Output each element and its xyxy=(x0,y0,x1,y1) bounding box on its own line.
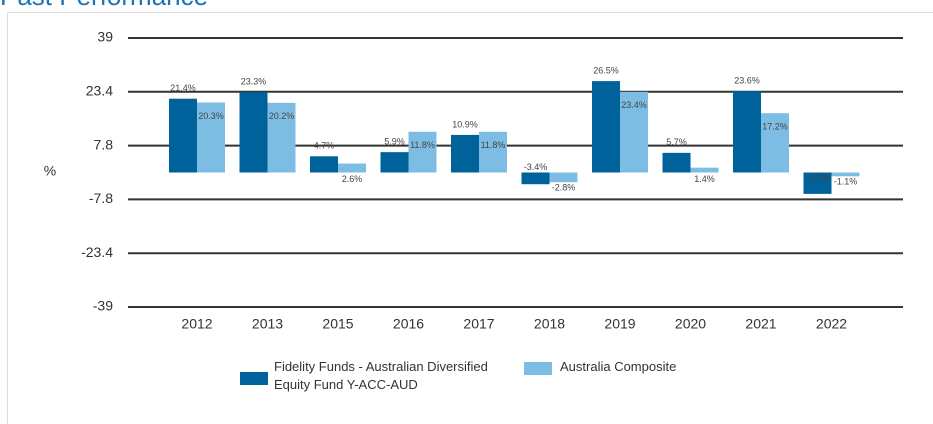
x-tick-label: 2021 xyxy=(745,316,776,332)
data-label: -2.8% xyxy=(552,183,576,193)
card-frame xyxy=(7,12,933,424)
legend-swatch xyxy=(524,362,552,375)
bar xyxy=(479,131,507,173)
bar xyxy=(267,102,296,173)
x-tick-label: 2020 xyxy=(675,316,706,332)
x-tick-label: 2013 xyxy=(252,316,283,332)
bar xyxy=(620,91,648,173)
bar xyxy=(761,113,789,173)
data-label: 10.9% xyxy=(452,119,478,129)
data-label: 23.6% xyxy=(734,75,760,85)
data-label: 4.7% xyxy=(314,141,335,151)
data-label: 1.4% xyxy=(694,174,715,184)
legend-item: Australia Composite xyxy=(560,359,677,374)
data-label: 2.6% xyxy=(342,174,363,184)
x-tick-label: 2016 xyxy=(393,316,424,332)
x-tick-label: 2012 xyxy=(181,316,212,332)
data-label: 21.4% xyxy=(170,83,196,93)
x-tick-label: 2019 xyxy=(604,316,635,332)
bar xyxy=(733,91,761,173)
data-label: 20.2% xyxy=(269,111,295,121)
bar xyxy=(521,172,550,185)
bar xyxy=(549,172,578,183)
bar xyxy=(451,134,479,173)
y-tick-label: -39 xyxy=(93,298,113,314)
data-label: 17.2% xyxy=(762,122,788,132)
data-label: 20.3% xyxy=(198,111,224,121)
legend-swatch xyxy=(240,372,268,385)
bar xyxy=(169,98,197,173)
bar xyxy=(239,92,268,173)
data-label: 5.9% xyxy=(384,137,405,147)
x-tick-label: 2018 xyxy=(534,316,565,332)
y-tick-label: -7.8 xyxy=(89,190,113,206)
bar xyxy=(803,172,832,194)
legend-label: Australia Composite xyxy=(560,359,677,374)
data-label: -3.4% xyxy=(524,162,548,172)
bar xyxy=(310,156,338,173)
y-tick-label: 23.4 xyxy=(86,83,113,99)
bar xyxy=(592,81,620,173)
chart-title: Past Performance xyxy=(0,0,208,11)
bar xyxy=(338,163,366,173)
y-axis-label: % xyxy=(44,163,56,179)
data-label: 26.5% xyxy=(593,65,619,75)
y-tick-label: -23.4 xyxy=(81,244,113,260)
bar xyxy=(662,152,691,173)
bar xyxy=(831,172,860,177)
data-label: 5.7% xyxy=(666,137,687,147)
x-tick-label: 2015 xyxy=(322,316,353,332)
bar xyxy=(690,167,719,173)
x-tick-label: 2022 xyxy=(816,316,847,332)
data-label: 23.4% xyxy=(621,100,647,110)
data-label: -6.2% xyxy=(806,173,830,183)
data-label: -1.1% xyxy=(834,177,858,187)
x-tick-label: 2017 xyxy=(463,316,494,332)
y-tick-label: 39 xyxy=(97,29,113,45)
bar xyxy=(197,102,225,173)
legend-label: Fidelity Funds - Australian Diversified … xyxy=(274,359,488,392)
legend-item: Fidelity Funds - Australian Diversified … xyxy=(274,359,488,392)
y-tick-label: 7.8 xyxy=(94,136,114,152)
data-label: 23.3% xyxy=(241,77,267,87)
bar xyxy=(408,131,437,173)
data-label: 11.8% xyxy=(481,140,506,150)
data-label: 11.8% xyxy=(410,140,435,150)
bar xyxy=(380,152,409,173)
